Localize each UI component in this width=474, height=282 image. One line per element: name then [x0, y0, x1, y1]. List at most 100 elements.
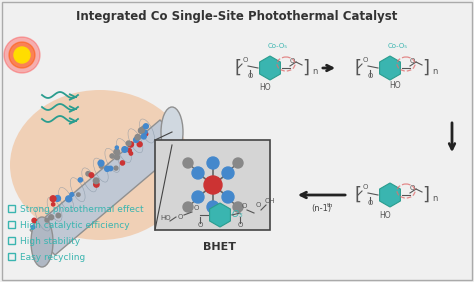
- Circle shape: [114, 166, 118, 170]
- Text: BHET: BHET: [203, 242, 237, 252]
- Polygon shape: [30, 120, 185, 255]
- Text: O: O: [177, 214, 182, 220]
- Circle shape: [144, 124, 148, 129]
- Text: Co-O₅: Co-O₅: [218, 210, 244, 219]
- Circle shape: [204, 176, 222, 194]
- Circle shape: [222, 191, 234, 203]
- Text: O: O: [237, 222, 243, 228]
- Text: Integrated Co Single-Site Photothermal Catalyst: Integrated Co Single-Site Photothermal C…: [76, 10, 398, 23]
- Circle shape: [32, 218, 36, 223]
- Circle shape: [183, 202, 193, 212]
- Circle shape: [233, 158, 243, 168]
- Circle shape: [143, 130, 147, 134]
- Circle shape: [110, 154, 114, 158]
- Circle shape: [137, 142, 142, 147]
- Circle shape: [105, 166, 109, 171]
- Bar: [8, 253, 15, 260]
- Circle shape: [183, 158, 193, 168]
- Circle shape: [192, 191, 204, 203]
- Text: ]: ]: [302, 59, 310, 77]
- Text: O: O: [410, 58, 415, 64]
- Circle shape: [233, 202, 243, 212]
- Circle shape: [31, 225, 35, 229]
- Circle shape: [114, 149, 119, 155]
- Circle shape: [55, 195, 61, 201]
- Circle shape: [70, 193, 73, 197]
- Text: (n-1): (n-1): [311, 204, 331, 213]
- Circle shape: [142, 126, 145, 130]
- Circle shape: [134, 137, 139, 142]
- Text: HO: HO: [389, 81, 401, 91]
- Circle shape: [135, 135, 140, 140]
- Ellipse shape: [31, 217, 53, 267]
- Text: Co-O₅: Co-O₅: [388, 43, 408, 49]
- Circle shape: [89, 173, 94, 177]
- Circle shape: [50, 196, 56, 202]
- Circle shape: [98, 160, 104, 166]
- Circle shape: [141, 134, 146, 139]
- Circle shape: [45, 218, 49, 222]
- Text: ]: ]: [422, 59, 429, 77]
- Text: O: O: [197, 222, 203, 228]
- Circle shape: [122, 147, 128, 152]
- Circle shape: [94, 182, 99, 187]
- Bar: [8, 237, 15, 244]
- Circle shape: [9, 42, 35, 68]
- Text: Easy recycling: Easy recycling: [20, 254, 85, 263]
- Circle shape: [207, 201, 219, 213]
- Circle shape: [138, 128, 144, 133]
- Text: OH: OH: [264, 198, 275, 204]
- Text: th: th: [327, 203, 334, 208]
- Text: Co-O₅: Co-O₅: [268, 43, 288, 49]
- Circle shape: [192, 167, 204, 179]
- Text: ]: ]: [422, 186, 429, 204]
- Text: O: O: [242, 57, 248, 63]
- Text: O: O: [193, 205, 199, 211]
- Circle shape: [93, 178, 99, 184]
- Text: O: O: [362, 184, 368, 190]
- Text: O: O: [367, 200, 373, 206]
- Text: [: [: [235, 59, 241, 77]
- Text: High catalytic efficiency: High catalytic efficiency: [20, 221, 129, 230]
- Circle shape: [56, 213, 61, 218]
- Circle shape: [126, 141, 131, 146]
- Text: n: n: [312, 67, 318, 76]
- Text: [: [: [355, 59, 362, 77]
- Text: HO: HO: [161, 215, 171, 221]
- Circle shape: [144, 132, 148, 136]
- Circle shape: [86, 171, 90, 176]
- Ellipse shape: [10, 90, 190, 240]
- Circle shape: [4, 37, 40, 73]
- Circle shape: [77, 193, 80, 196]
- Circle shape: [100, 164, 103, 168]
- Ellipse shape: [161, 107, 183, 157]
- Text: Strong photothermal effect: Strong photothermal effect: [20, 206, 144, 215]
- Text: O: O: [241, 203, 246, 209]
- Text: O: O: [247, 73, 253, 79]
- Text: O: O: [367, 73, 373, 79]
- Circle shape: [115, 146, 118, 149]
- Circle shape: [109, 166, 113, 171]
- Text: n: n: [432, 194, 438, 203]
- Circle shape: [78, 178, 82, 182]
- Text: n: n: [432, 67, 438, 76]
- Circle shape: [120, 161, 125, 165]
- Circle shape: [128, 149, 131, 152]
- Circle shape: [222, 167, 234, 179]
- Bar: [8, 221, 15, 228]
- Circle shape: [115, 155, 119, 160]
- Bar: [8, 205, 15, 212]
- Bar: [155, 140, 270, 230]
- Circle shape: [14, 47, 30, 63]
- Circle shape: [128, 142, 134, 147]
- Circle shape: [66, 196, 72, 202]
- Text: HO: HO: [259, 83, 271, 92]
- Text: O: O: [410, 185, 415, 191]
- Text: O: O: [289, 58, 295, 64]
- Circle shape: [207, 157, 219, 169]
- Text: High stability: High stability: [20, 237, 80, 246]
- Circle shape: [52, 203, 55, 206]
- Text: O: O: [362, 57, 368, 63]
- Circle shape: [49, 215, 54, 220]
- Text: [: [: [355, 186, 362, 204]
